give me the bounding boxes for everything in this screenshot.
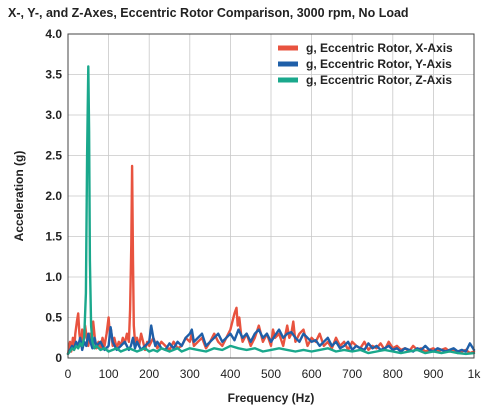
x-tick-label: 500: [261, 367, 281, 381]
y-axis-ticks: 0 0.5 1.0 1.5 2.0 2.5 3.0 3.5 4.0: [45, 27, 62, 365]
x-axis-label: Frequency (Hz): [228, 391, 315, 405]
series-line-1: [66, 164, 476, 356]
series-line-2: [66, 324, 476, 356]
y-tick-label: 4.0: [45, 27, 62, 41]
y-tick-label: 0: [55, 351, 62, 365]
chart-title: X-, Y-, and Z-Axes, Eccentric Rotor Comp…: [8, 6, 409, 20]
y-tick-label: 1.0: [45, 270, 62, 284]
x-tick-label: 1k: [468, 367, 482, 381]
x-tick-label: 900: [423, 367, 443, 381]
grid: [68, 34, 474, 358]
legend-label: g, Eccentric Rotor, X-Axis: [306, 41, 453, 55]
legend-label: g, Eccentric Rotor, Y-Axis: [306, 57, 452, 71]
series-line-3: [66, 65, 476, 356]
x-tick-label: 300: [180, 367, 200, 381]
y-tick-label: 2.0: [45, 189, 62, 203]
y-tick-label: 1.5: [45, 230, 62, 244]
y-tick-label: 3.0: [45, 108, 62, 122]
legend-label: g, Eccentric Rotor, Z-Axis: [306, 73, 452, 87]
y-axis-label: Acceleration (g): [12, 151, 26, 242]
y-tick-label: 3.5: [45, 68, 62, 82]
x-tick-label: 600: [302, 367, 322, 381]
x-tick-label: 0: [65, 367, 72, 381]
x-tick-label: 100: [99, 367, 119, 381]
x-tick-label: 800: [383, 367, 403, 381]
y-tick-label: 2.5: [45, 149, 62, 163]
series-lines: [66, 65, 476, 356]
legend: g, Eccentric Rotor, X-Axis g, Eccentric R…: [278, 41, 453, 87]
x-tick-label: 700: [342, 367, 362, 381]
x-tick-label: 400: [220, 367, 240, 381]
y-tick-label: 0.5: [45, 311, 62, 325]
x-tick-label: 200: [139, 367, 159, 381]
plot-area-border: [67, 33, 475, 359]
x-axis-ticks: 0 100 200 300 400 500 600 700 800 900 1k: [65, 367, 482, 381]
